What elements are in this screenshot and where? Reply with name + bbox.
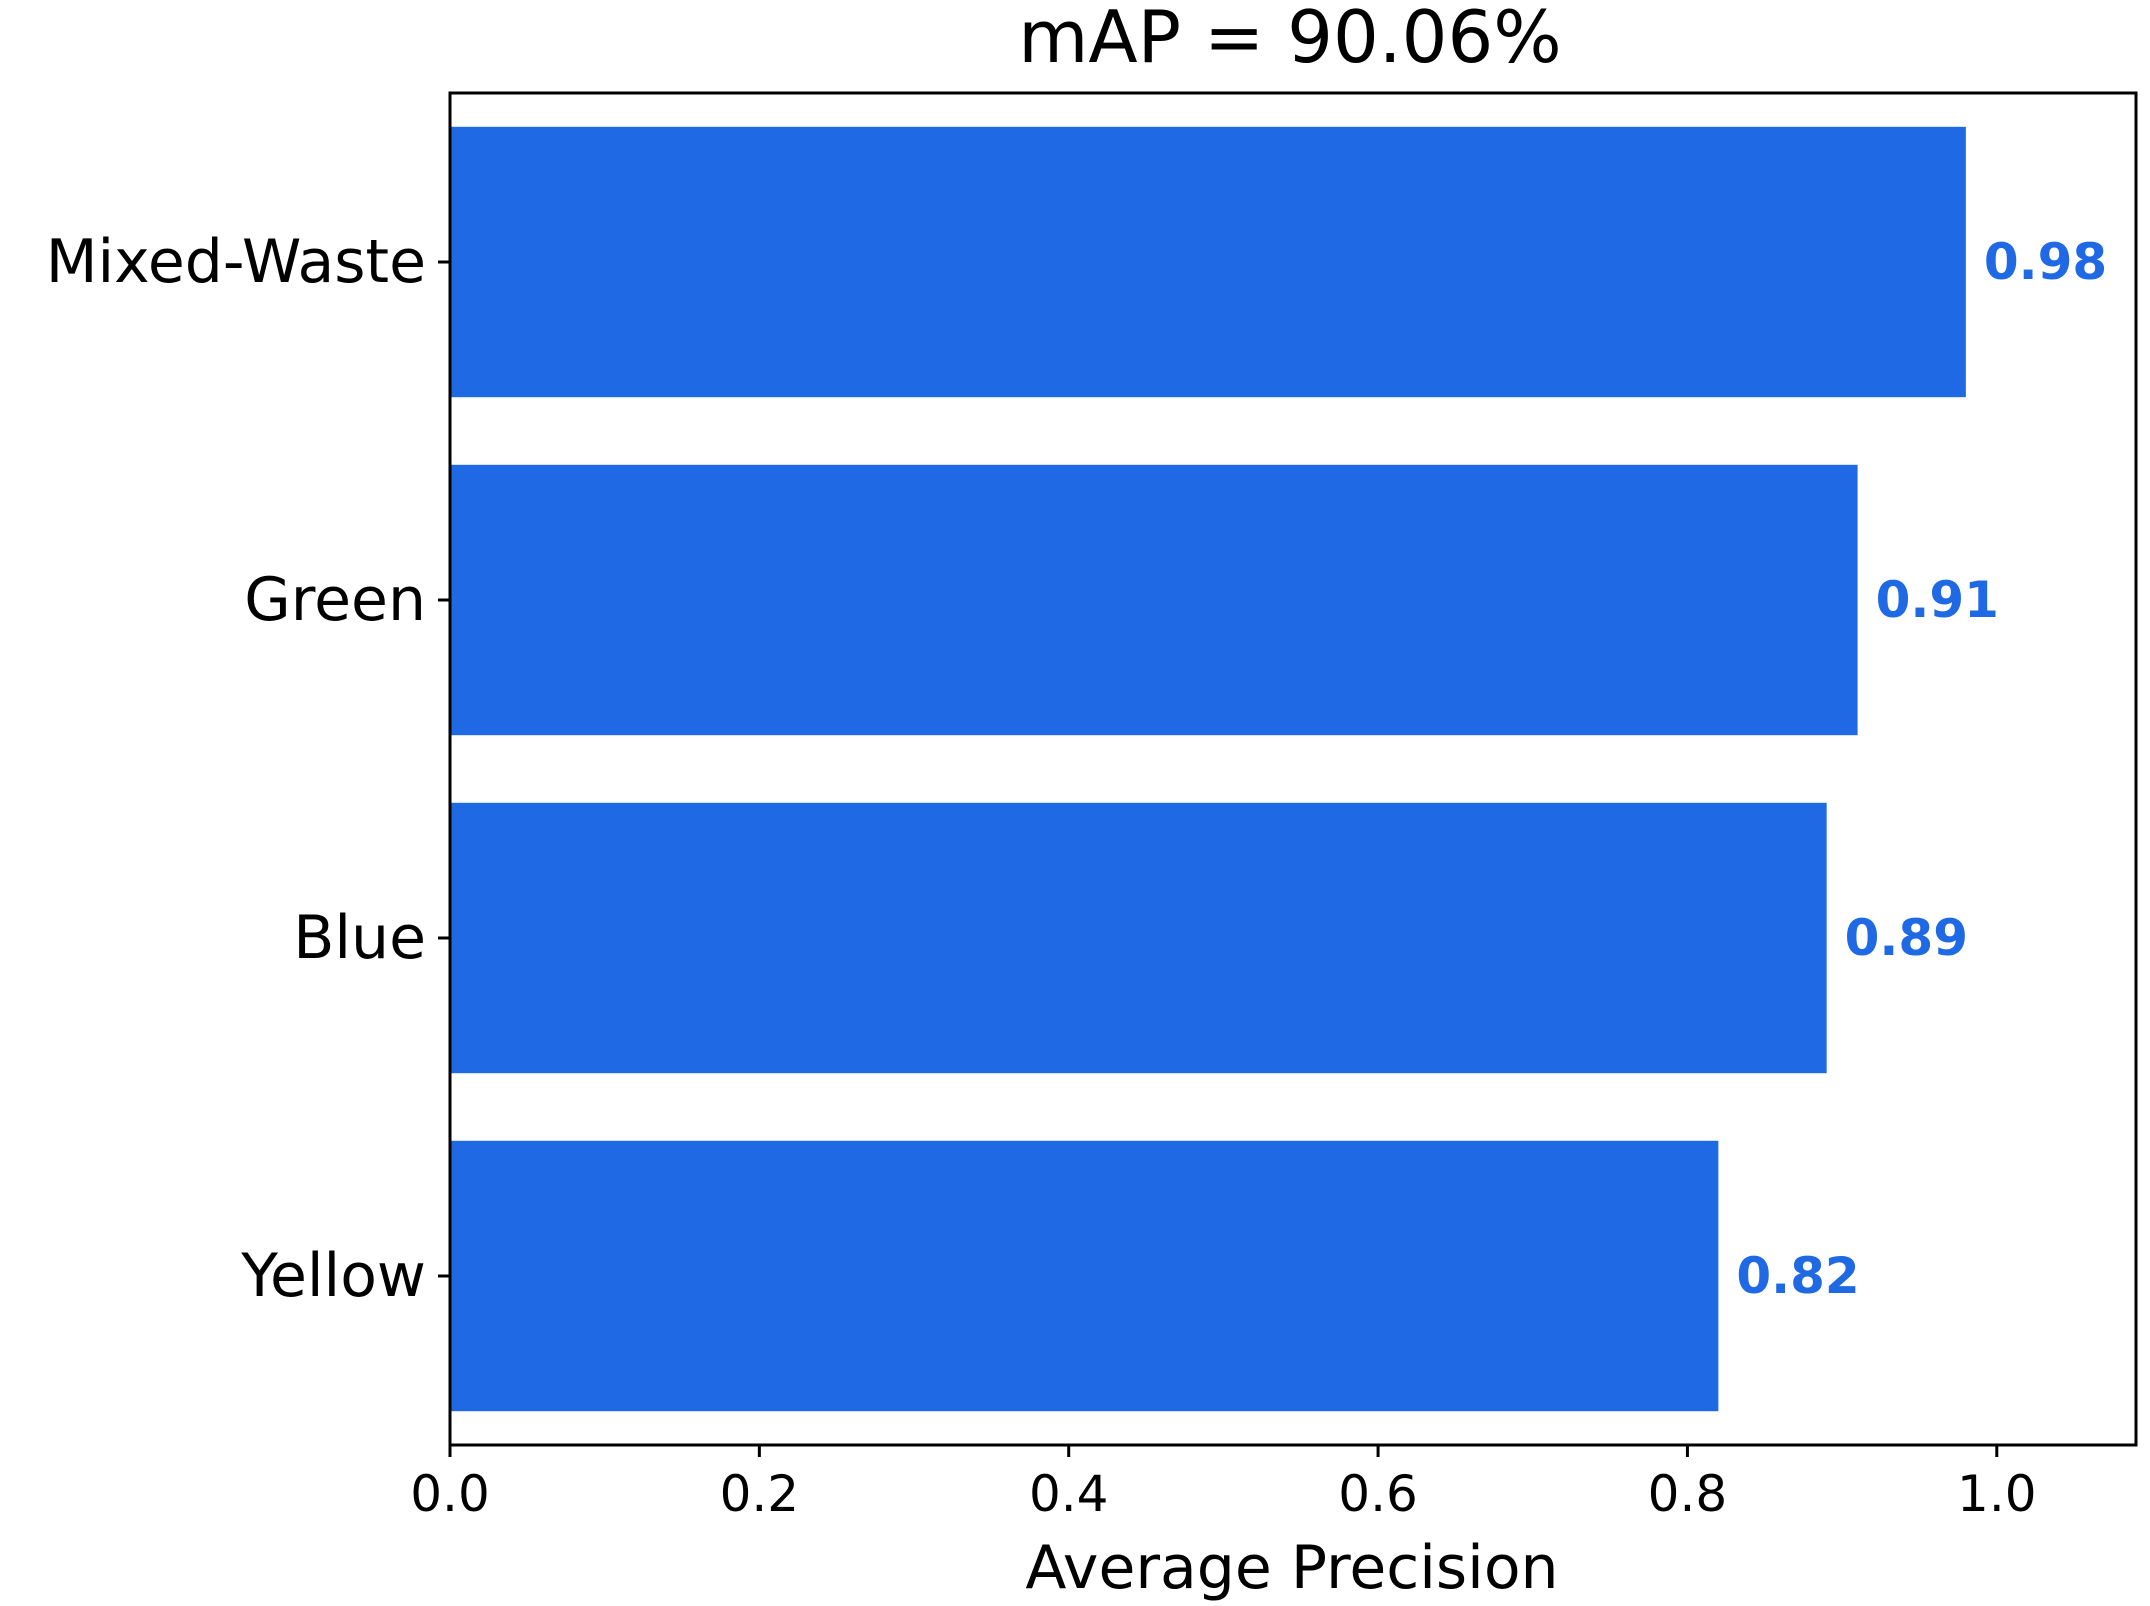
chart-title: mAP = 90.06% — [1018, 0, 1561, 79]
x-tick-label-3: 0.6 — [1338, 1465, 1418, 1523]
value-label-green: 0.91 — [1876, 571, 1999, 629]
value-label-yellow: 0.82 — [1736, 1247, 1859, 1305]
y-axis: Mixed-Waste Green Blue Yellow — [46, 227, 450, 1311]
x-tick-label-0: 0.0 — [410, 1465, 490, 1523]
x-tick-label-2: 0.4 — [1029, 1465, 1109, 1523]
x-axis-title: Average Precision — [1025, 1533, 1558, 1603]
y-tick-label-blue: Blue — [293, 903, 426, 973]
bar-blue — [450, 802, 1827, 1074]
y-tick-label-yellow: Yellow — [240, 1241, 426, 1311]
y-tick-label-green: Green — [244, 565, 426, 635]
bars-group — [450, 126, 1966, 1412]
bar-mixed-waste — [450, 126, 1966, 398]
plot-frame — [448, 91, 2138, 1447]
x-tick-label-5: 1.0 — [1957, 1465, 2037, 1523]
x-axis: 0.0 0.2 0.4 0.6 0.8 1.0 — [410, 1445, 2037, 1523]
x-tick-label-1: 0.2 — [720, 1465, 800, 1523]
value-labels-group: 0.98 0.91 0.89 0.82 — [1736, 233, 2107, 1305]
bar-yellow — [450, 1140, 1719, 1412]
y-tick-label-mixed-waste: Mixed-Waste — [46, 227, 426, 297]
bar-green — [450, 464, 1858, 736]
value-label-blue: 0.89 — [1845, 909, 1968, 967]
value-label-mixed-waste: 0.98 — [1984, 233, 2107, 291]
x-tick-label-4: 0.8 — [1648, 1465, 1728, 1523]
